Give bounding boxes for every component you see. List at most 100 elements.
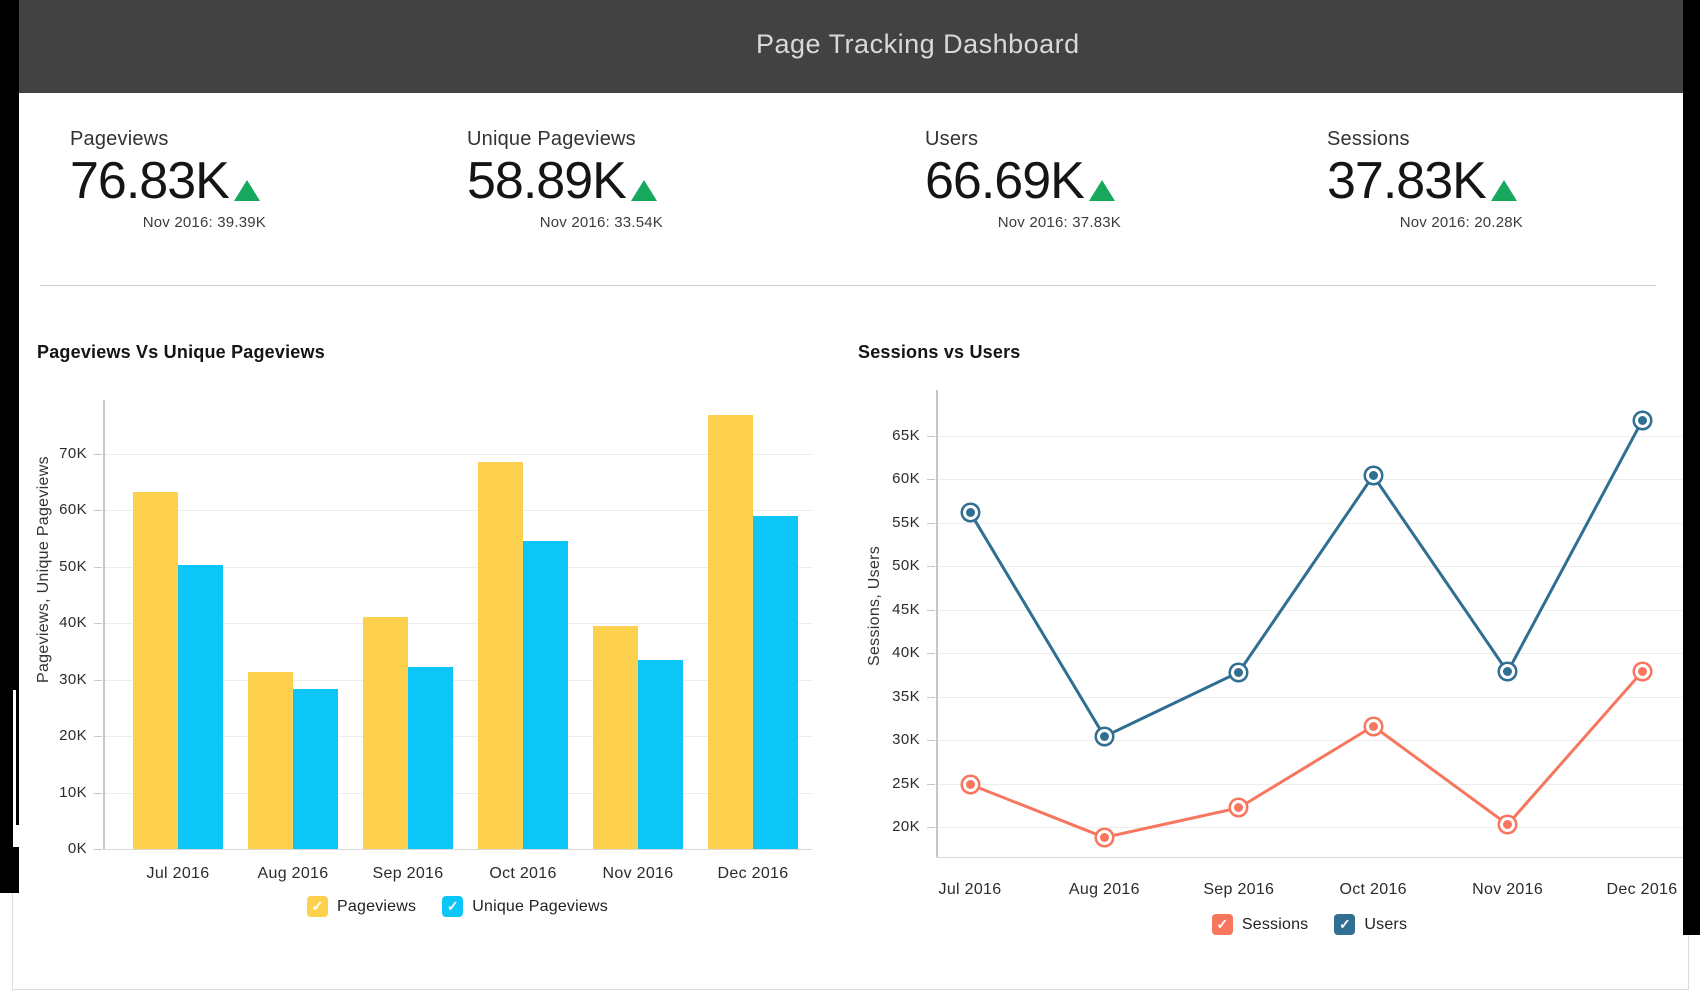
y-tick-label: 60K (59, 501, 87, 518)
x-axis-label: Nov 2016 (602, 865, 674, 882)
x-axis-line (103, 849, 812, 850)
y-tick-mark (94, 679, 102, 681)
checkbox-checked-icon: ✓ (1334, 914, 1356, 935)
point-sessions[interactable] (965, 779, 975, 789)
kpi-pageviews: Pageviews 76.83K Nov 2016: 39.39K (70, 128, 266, 231)
y-tick-mark (927, 696, 935, 698)
scrollbar-thumb[interactable] (13, 690, 16, 827)
checkbox-checked-icon: ✓ (442, 896, 464, 917)
bar-pageviews[interactable] (478, 461, 523, 849)
bar-pageviews[interactable] (133, 492, 178, 849)
gridline (103, 510, 812, 511)
y-tick-mark (927, 740, 935, 742)
y-tick-mark (94, 849, 102, 850)
x-axis-label: Sep 2016 (372, 865, 444, 882)
trend-up-icon (1088, 180, 1115, 201)
gridline (103, 453, 812, 455)
y-tick-label: 0K (67, 840, 87, 857)
x-axis-label: Oct 2016 (489, 865, 557, 882)
legend-label: Pageviews (337, 897, 417, 915)
gridline (103, 679, 812, 681)
point-sessions[interactable] (1099, 832, 1109, 842)
gridline (103, 792, 812, 794)
x-axis-label: Jul 2016 (146, 865, 210, 882)
x-axis-label: Jul 2016 (938, 881, 1002, 898)
scrollbar-thumb-end[interactable] (13, 825, 19, 847)
legend-label: Sessions (1241, 915, 1309, 933)
kpi-comparison: Nov 2016: 20.28K (1399, 214, 1523, 231)
gridline (936, 826, 1683, 828)
bar-pageviews[interactable] (363, 617, 408, 849)
x-axis-label: Dec 2016 (1606, 881, 1678, 898)
legend-item-sessions[interactable]: ✓ Sessions (1211, 914, 1309, 935)
kpi-comparison: Nov 2016: 37.83K (997, 214, 1121, 231)
y-tick-label: 50K (59, 557, 87, 575)
y-tick-label: 60K (892, 470, 920, 488)
point-sessions[interactable] (1234, 803, 1244, 813)
right-letterbox-strip (1683, 0, 1700, 935)
gridline (936, 609, 1683, 611)
y-tick-label: 35K (892, 687, 920, 705)
y-tick-label: 65K (892, 426, 920, 444)
y-tick-label: 55K (892, 513, 920, 531)
bar-unique-pageviews[interactable] (753, 516, 798, 849)
bar-pageviews[interactable] (708, 414, 753, 849)
y-tick-mark (94, 453, 102, 455)
gridline (936, 653, 1683, 655)
x-axis-label: Oct 2016 (1339, 881, 1407, 898)
line-sessions (969, 670, 1644, 839)
y-tick-mark (927, 566, 935, 568)
y-tick-label: 40K (59, 614, 87, 631)
point-sessions[interactable] (1368, 721, 1378, 731)
point-users[interactable] (1234, 667, 1244, 677)
bar-chart-legend: ✓ Pageviews ✓ Unique Pageviews (103, 896, 812, 917)
point-sessions[interactable] (1503, 820, 1513, 830)
header-bar: Page Tracking Dashboard (19, 0, 1683, 93)
kpi-comparison: Nov 2016: 33.54K (539, 214, 663, 231)
bar-pageviews[interactable] (248, 671, 293, 849)
bar-unique-pageviews[interactable] (523, 541, 568, 849)
bar-unique-pageviews[interactable] (178, 564, 223, 849)
gridline (936, 696, 1683, 698)
legend-item-pageviews[interactable]: ✓ Pageviews (307, 896, 416, 917)
point-users[interactable] (965, 507, 975, 517)
point-users[interactable] (1637, 416, 1647, 426)
line-chart-legend: ✓ Sessions ✓ Users (936, 914, 1683, 935)
kpi-value: 37.83K (1327, 152, 1487, 210)
line-chart-plot-area: 20K 25K 30K 35K 40K 45K 50K 55K 60K 65K Jul 2016 Au… (892, 390, 1683, 898)
y-tick-mark (94, 566, 102, 568)
legend-item-unique-pageviews[interactable]: ✓ Unique Pageviews (442, 896, 608, 917)
page-title: Page Tracking Dashboard (756, 29, 1080, 59)
y-tick-mark (927, 479, 935, 481)
y-tick-label: 45K (892, 600, 920, 618)
gridline (103, 623, 812, 624)
y-axis-line (936, 390, 938, 857)
bar-unique-pageviews[interactable] (638, 659, 683, 849)
point-users[interactable] (1503, 667, 1513, 677)
left-letterbox-strip (0, 0, 19, 893)
y-tick-mark (94, 510, 102, 511)
bar-unique-pageviews[interactable] (293, 689, 338, 849)
legend-item-users[interactable]: ✓ Users (1334, 914, 1407, 935)
y-tick-mark (927, 522, 935, 524)
bar-pageviews[interactable] (593, 626, 638, 849)
x-axis-label: Dec 2016 (717, 865, 789, 882)
x-axis-line (936, 857, 1683, 858)
point-sessions[interactable] (1637, 667, 1647, 677)
bar-unique-pageviews[interactable] (408, 666, 453, 849)
y-tick-label: 25K (892, 774, 920, 792)
trend-up-icon (630, 180, 657, 201)
point-users[interactable] (1099, 732, 1109, 742)
gridline (103, 736, 812, 737)
point-users[interactable] (1368, 471, 1378, 481)
y-tick-label: 20K (892, 817, 920, 835)
x-axis-label: Nov 2016 (1472, 881, 1544, 898)
y-tick-mark (927, 435, 935, 437)
legend-label: Unique Pageviews (472, 897, 608, 915)
x-axis-label: Aug 2016 (257, 865, 329, 882)
legend-label: Users (1364, 915, 1408, 933)
kpi-label: Pageviews (70, 128, 169, 150)
bar-chart-title: Pageviews Vs Unique Pageviews (37, 342, 325, 362)
gridline (936, 435, 1683, 437)
